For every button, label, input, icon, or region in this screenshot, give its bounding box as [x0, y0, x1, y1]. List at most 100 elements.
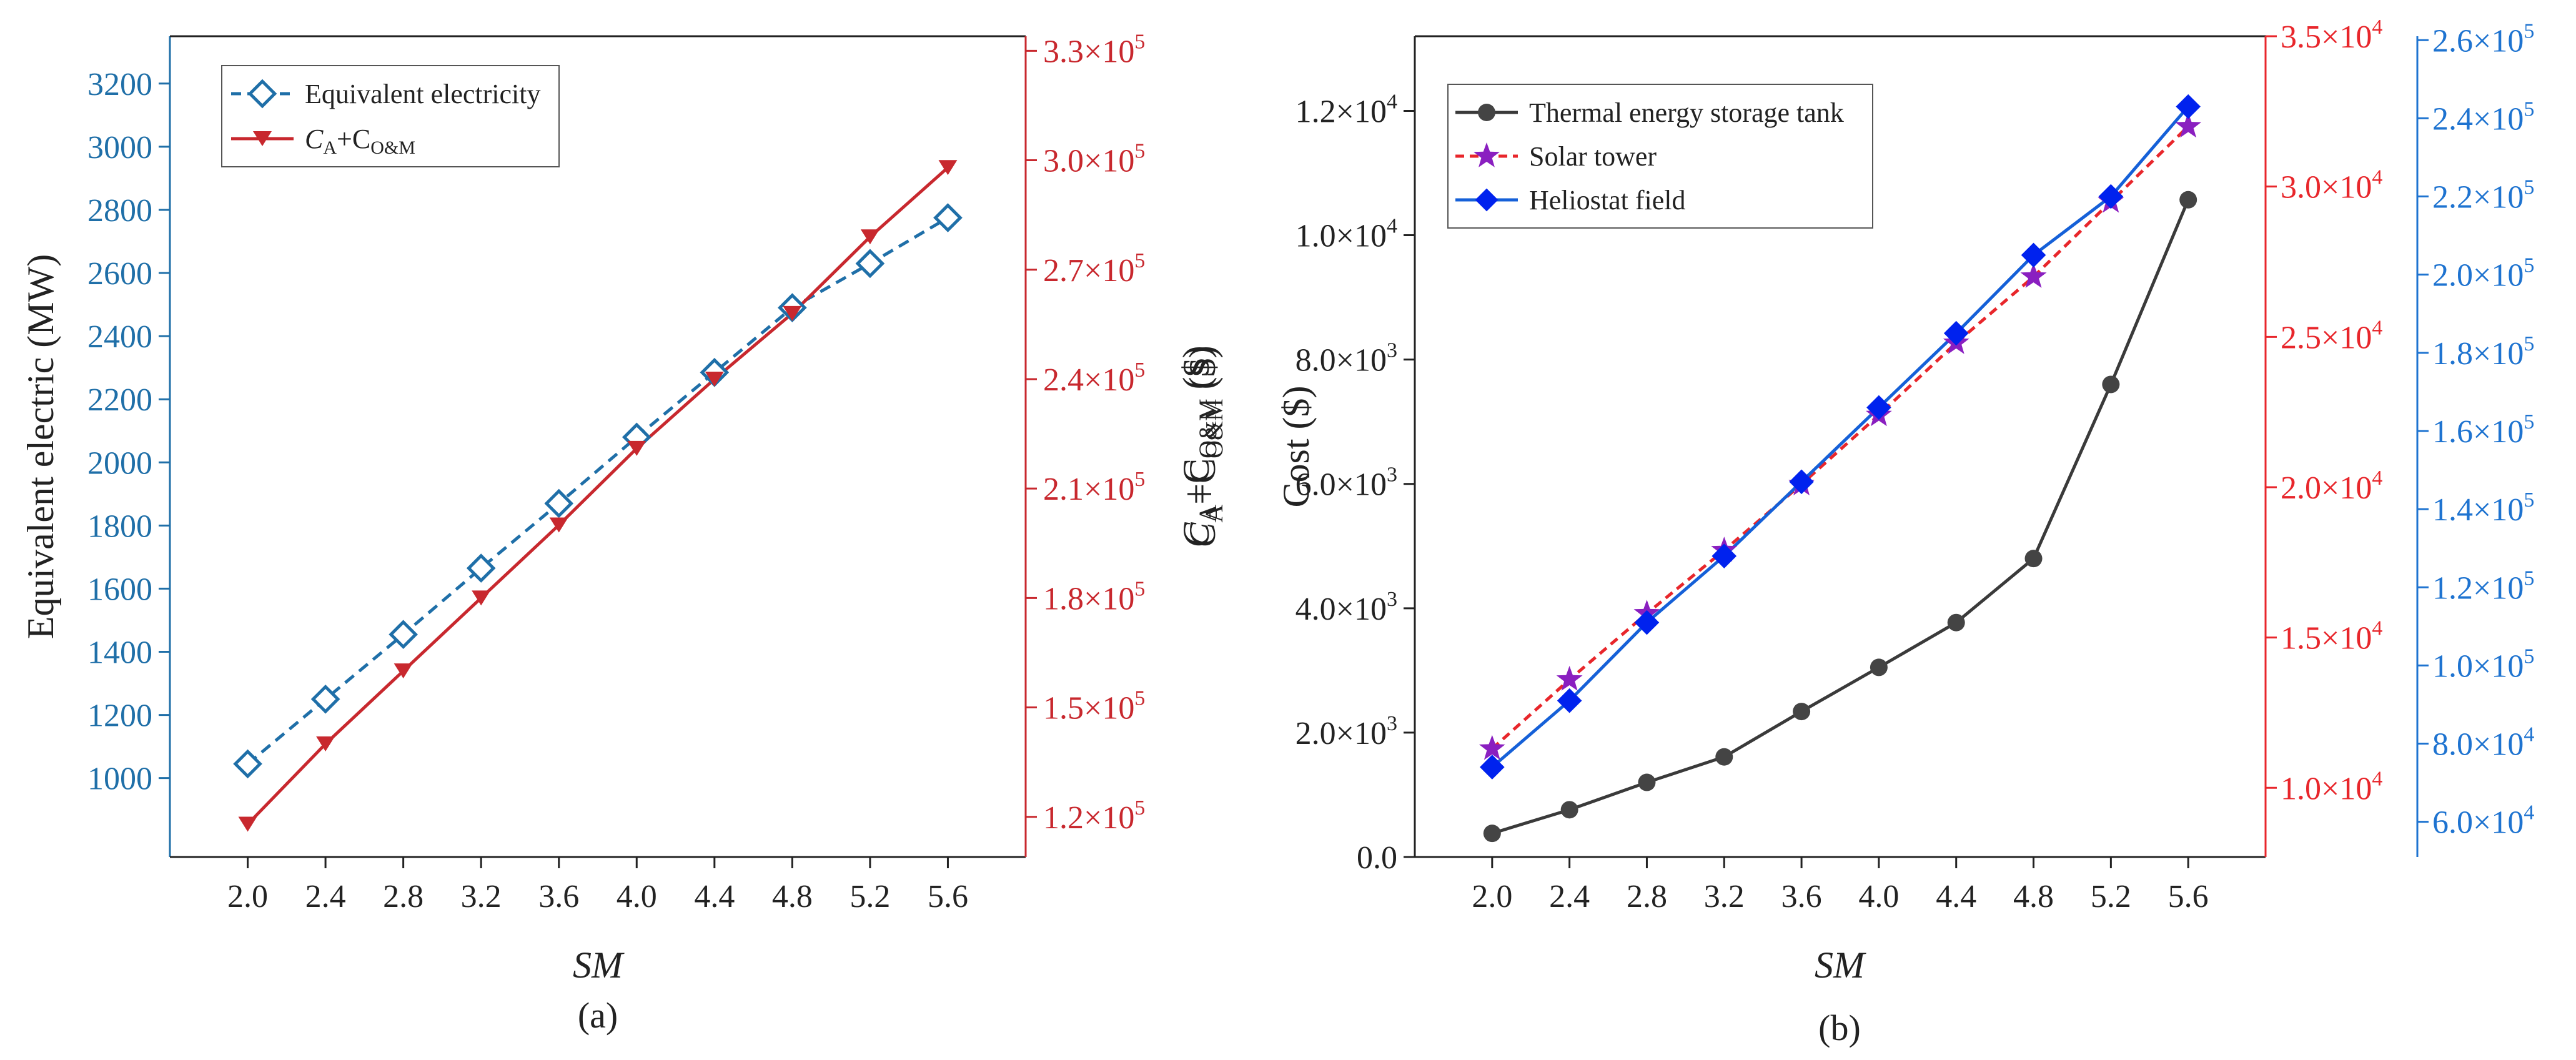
point-equivalent-electricity	[855, 249, 885, 279]
chart-a-right-tick-label: 3.3×105	[1043, 30, 1145, 69]
chart-a-left-tick-label: 1400	[87, 635, 152, 671]
chart-a-right-axis-title: CA+CO&M ($)	[1182, 345, 1228, 547]
point-heliostat	[2098, 184, 2124, 209]
chart-a-legend-box	[221, 65, 560, 167]
chart-a-legend: Equivalent electricity CA+CO&M	[221, 65, 560, 167]
chart-b-x-tick-label: 2.0	[1472, 879, 1512, 914]
chart-a-x-tick-label: 4.0	[617, 879, 657, 914]
chart-a-left-tick-label: 3200	[87, 67, 152, 102]
point-solar-tower	[1556, 666, 1583, 691]
chart-a-x-ticks: 2.0 2.4 2.8 3.2 3.6 4.0 4.4 4.8 5.2 5.6	[227, 857, 968, 914]
point-equivalent-electricity	[933, 203, 963, 232]
point-heliostat	[1557, 688, 1582, 713]
chart-b-right-2-tick-label: 1.4×105	[2432, 488, 2534, 528]
chart-a-x-tick-label: 4.8	[772, 879, 813, 914]
chart-a-x-tick-label: 5.2	[850, 879, 890, 914]
point-equivalent-electricity	[544, 488, 574, 518]
legend-marker-sphere	[1478, 104, 1495, 121]
point-heliostat	[1866, 395, 1891, 420]
point-thermal-storage	[1870, 658, 1888, 676]
point-ca-com	[938, 160, 958, 176]
chart-b-x-tick-label: 2.4	[1549, 879, 1590, 914]
chart-b-right-2-tick-label: 1.2×105	[2432, 567, 2534, 606]
chart-b-x-tick-label: 4.8	[2013, 879, 2054, 914]
chart-b-legend-box	[1447, 84, 1873, 229]
point-equivalent-electricity	[233, 749, 262, 779]
point-thermal-storage	[1793, 703, 1811, 721]
point-ca-com	[627, 440, 646, 456]
chart-a-left-tick-label: 2200	[87, 382, 152, 418]
legend-label-ca-com: CA+CO&M	[305, 124, 415, 158]
chart-b-right-2-tick-label: 2.4×105	[2432, 97, 2534, 137]
point-ca-com	[238, 816, 257, 832]
chart-a-x-tick-label: 3.2	[461, 879, 502, 914]
point-heliostat	[1634, 610, 1660, 635]
chart-b-right-1-tick-label: 1.0×104	[2281, 767, 2382, 806]
chart-b-left-tick-label: 0.0	[1357, 840, 1397, 876]
chart-b-x-tick-label: 4.0	[1858, 879, 1899, 914]
legend-marker-down-triangle	[253, 131, 272, 146]
legend-marker-star	[1474, 142, 1500, 167]
chart-a-x-tick-label: 2.0	[227, 879, 268, 914]
chart-b-x-tick-label: 5.6	[2168, 879, 2209, 914]
point-heliostat	[2021, 242, 2046, 268]
chart-a-right-tick-label: 2.7×105	[1043, 249, 1145, 289]
point-ca-com	[316, 736, 335, 751]
chart-b-left-tick-label: 6.0×103	[1295, 463, 1397, 503]
chart-a: 2.0 2.4 2.8 3.2 3.6 4.0 4.4 4.8 5.2 5.6 100012001…	[20, 30, 1228, 1036]
series-line-thermal-storage	[1492, 199, 2190, 835]
chart-b-left-tick-label: 4.0×103	[1295, 588, 1397, 627]
point-heliostat	[2176, 94, 2201, 119]
chart-a-left-tick-label: 2400	[87, 319, 152, 355]
chart-a-x-tick-label: 4.4	[694, 879, 735, 914]
chart-b-left-tick-label: 2.0×103	[1295, 712, 1397, 751]
point-thermal-storage	[2024, 550, 2043, 568]
chart-b-x-tick-label: 2.8	[1627, 879, 1667, 914]
chart-a-left-tick-label: 2800	[87, 193, 152, 229]
point-thermal-storage	[1483, 825, 1501, 843]
chart-a-right-tick-label: 2.4×105	[1043, 359, 1145, 398]
chart-b-caption: (b)	[1818, 1008, 1861, 1048]
point-equivalent-electricity	[466, 553, 496, 583]
legend-label-solar-tower: Solar tower	[1529, 141, 1657, 172]
chart-a-x-tick-label: 2.8	[383, 879, 424, 914]
legend-label-heliostat: Heliostat field	[1529, 185, 1686, 215]
chart-b-left-tick-label: 1.2×104	[1295, 90, 1397, 129]
chart-b-right-1-tick-label: 3.0×104	[2281, 166, 2382, 206]
series-line-heliostat	[1491, 105, 2190, 768]
series-line-equivalent-electricity	[246, 216, 949, 765]
chart-b-right-1-tick-label: 1.5×104	[2281, 617, 2382, 656]
legend-label-equivalent-electricity: Equivalent electricity	[305, 79, 541, 109]
chart-b-right-2-tick-label: 6.0×104	[2432, 801, 2534, 841]
point-thermal-storage	[1947, 613, 1965, 632]
point-ca-com	[549, 517, 568, 533]
point-heliostat	[1943, 320, 1969, 346]
point-ca-com	[394, 663, 413, 679]
chart-a-left-tick-label: 2000	[87, 445, 152, 481]
chart-a-x-tick-label: 3.6	[538, 879, 579, 914]
chart-a-left-axis-title: Equivalent electric (MW)	[20, 254, 61, 639]
chart-a-x-tick-label: 5.6	[928, 879, 968, 914]
point-heliostat	[1789, 469, 1814, 495]
chart-b-right-1-ticks: 1.0×104 1.5×104 2.0×104 2.5×104 3.0×104 3.5×1…	[2266, 16, 2382, 806]
chart-b-right-1-tick-label: 3.5×104	[2281, 16, 2382, 55]
chart-b-left-axis-title-1: CA+CO&M ($)	[1176, 345, 1222, 547]
chart-a-x-axis-title: SM	[573, 944, 625, 986]
chart-a-left-tick-label: 1000	[87, 761, 152, 797]
point-thermal-storage	[2102, 375, 2120, 394]
chart-a-right-tick-label: 1.5×105	[1043, 687, 1145, 726]
chart-b-series	[1479, 94, 2202, 843]
chart-b-x-tick-label: 3.2	[1704, 879, 1745, 914]
point-ca-com	[472, 590, 491, 606]
legend-marker-open-diamond	[247, 79, 277, 109]
chart-b: 2.0 2.4 2.8 3.2 3.6 4.0 4.4 4.8 5.2 5.6 0.0 2.0×10…	[1176, 16, 2534, 1048]
chart-a-caption: (a)	[578, 995, 618, 1036]
point-equivalent-electricity	[389, 620, 418, 650]
chart-a-right-tick-label: 2.1×105	[1043, 468, 1145, 507]
point-thermal-storage	[1715, 748, 1733, 766]
legend-label-thermal-storage: Thermal energy storage tank	[1529, 97, 1844, 128]
chart-b-legend: Thermal energy storage tank Solar tower …	[1447, 84, 1873, 229]
point-thermal-storage	[1560, 801, 1578, 819]
series-line-ca-com	[246, 166, 949, 826]
chart-a-left-tick-label: 3000	[87, 130, 152, 166]
